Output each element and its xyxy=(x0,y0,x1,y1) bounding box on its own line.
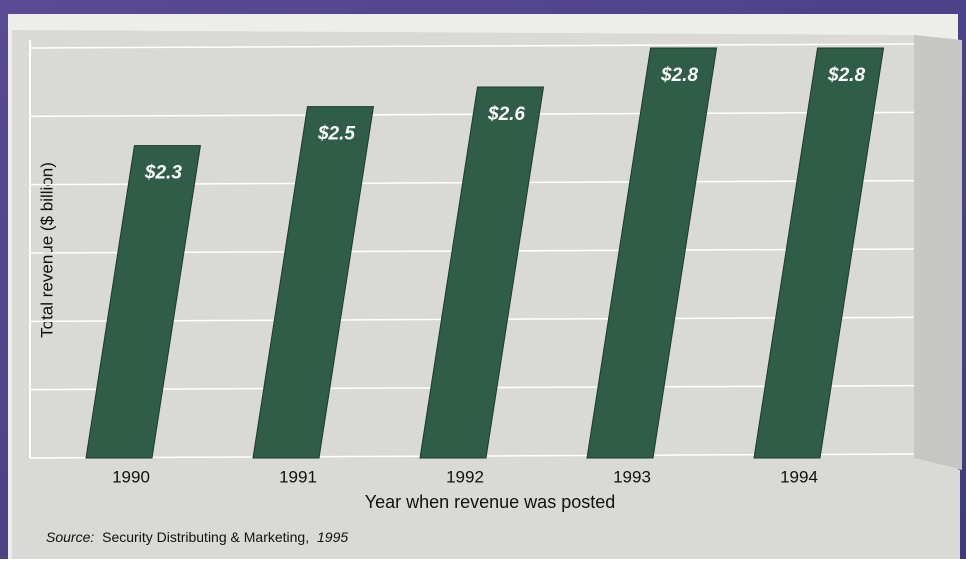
value-label: $2.6 xyxy=(487,104,525,125)
bar xyxy=(753,47,885,459)
x-tick-label: 1992 xyxy=(446,467,484,486)
x-tick-label: 1993 xyxy=(613,467,651,486)
bar xyxy=(252,106,375,459)
source: Source: Security Distributing & Marketin… xyxy=(46,529,348,545)
x-tick-label: 1994 xyxy=(780,467,818,486)
grid-line xyxy=(29,111,915,118)
source-text: Security Distributing & Marketing, xyxy=(102,529,309,545)
grid-line xyxy=(29,43,915,49)
x-tick-label: 1991 xyxy=(279,467,317,486)
bar xyxy=(586,47,718,459)
x-axis-label: Year when revenue was posted xyxy=(365,492,616,512)
side-wall xyxy=(914,35,962,470)
y-axis-label: Total revenue ($ billion) xyxy=(37,162,56,338)
value-label: $2.5 xyxy=(317,124,355,145)
x-tick-label: 1990 xyxy=(112,467,150,486)
value-label: $2.8 xyxy=(827,65,865,86)
source-year: 1995 xyxy=(317,529,348,545)
value-label: $2.3 xyxy=(144,163,182,184)
source-prefix: Source: xyxy=(46,529,94,545)
bar xyxy=(85,145,202,459)
bar xyxy=(419,86,545,459)
value-label: $2.8 xyxy=(660,65,698,86)
